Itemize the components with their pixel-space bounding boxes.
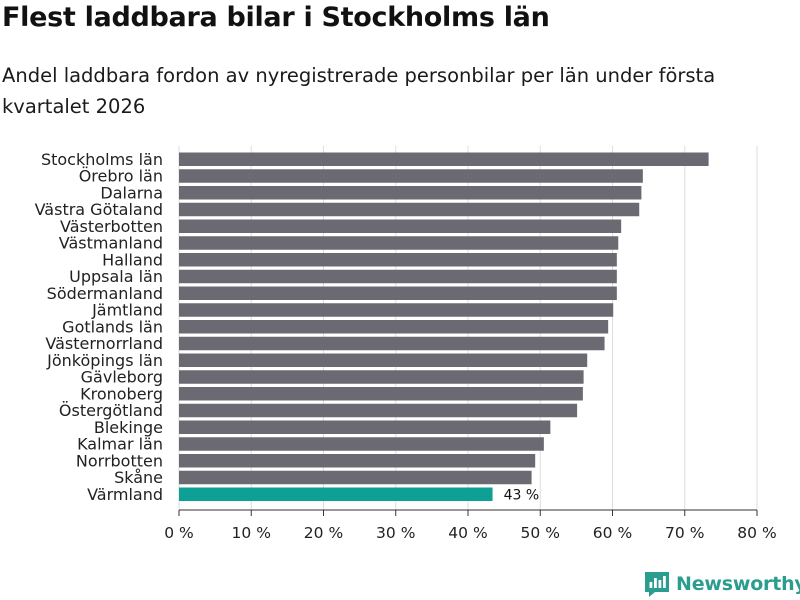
bar[interactable] <box>179 169 643 183</box>
brand-logo[interactable]: Newsworthy <box>644 568 800 600</box>
category-label: Östergötland <box>59 401 163 420</box>
x-tick-label: 80 % <box>737 524 776 542</box>
category-label: Kronoberg <box>80 384 163 403</box>
bar[interactable] <box>179 320 609 334</box>
category-label: Västmanland <box>59 234 163 253</box>
x-tick-label: 70 % <box>665 524 704 542</box>
category-label: Uppsala län <box>69 267 163 286</box>
x-tick-label: 40 % <box>448 524 487 542</box>
category-label: Södermanland <box>47 284 163 303</box>
category-label: Skåne <box>114 468 163 487</box>
bar[interactable] <box>179 269 617 284</box>
category-label: Gävleborg <box>81 368 163 387</box>
bar[interactable] <box>179 152 709 167</box>
x-tick-label: 0 % <box>164 524 194 542</box>
category-label: Blekinge <box>94 418 163 437</box>
category-label: Jönköpings län <box>46 351 163 370</box>
category-label: Norrbotten <box>76 451 163 470</box>
chart-title: Flest laddbara bilar i Stockholms län <box>2 2 550 33</box>
bar[interactable] <box>179 470 532 485</box>
bar[interactable] <box>179 454 536 468</box>
category-label: Värmland <box>87 485 163 504</box>
category-label: Örebro län <box>79 167 163 186</box>
x-tick-label: 10 % <box>232 524 271 542</box>
bar[interactable] <box>179 186 642 200</box>
category-label: Jämtland <box>91 301 163 320</box>
bar[interactable] <box>179 437 544 451</box>
category-label: Halland <box>102 250 163 269</box>
chart-subtitle: Andel laddbara fordon av nyregistrerade … <box>2 64 716 118</box>
x-tick-label: 30 % <box>376 524 415 542</box>
x-tick-label: 60 % <box>593 524 632 542</box>
brand-name: Newsworthy <box>676 573 800 595</box>
category-label: Gotlands län <box>62 317 163 336</box>
category-label: Västra Götaland <box>35 200 163 219</box>
bar[interactable] <box>179 420 551 435</box>
bar[interactable] <box>179 286 617 301</box>
category-label: Dalarna <box>100 183 163 202</box>
bar[interactable] <box>179 202 640 217</box>
bar[interactable] <box>179 219 622 234</box>
category-label: Kalmar län <box>77 435 163 454</box>
bar[interactable] <box>179 303 614 317</box>
bar[interactable] <box>179 403 578 418</box>
bar[interactable] <box>179 387 583 401</box>
x-tick-label: 20 % <box>304 524 343 542</box>
x-tick-label: 50 % <box>521 524 560 542</box>
data-label: 43 % <box>504 487 540 503</box>
bar[interactable] <box>179 370 584 384</box>
category-label: Stockholms län <box>41 150 163 169</box>
bar[interactable] <box>179 253 617 267</box>
bar[interactable] <box>179 336 605 351</box>
category-label: Västernorrland <box>45 334 163 353</box>
bar[interactable] <box>179 353 588 368</box>
bar[interactable] <box>179 487 493 502</box>
bar[interactable] <box>179 236 619 250</box>
newsworthy-logo-icon <box>645 572 669 597</box>
category-label: Västerbotten <box>60 217 163 236</box>
